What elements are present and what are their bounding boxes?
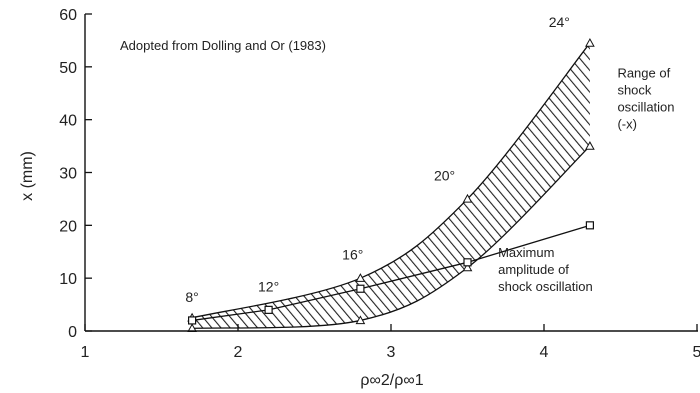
angle-label: 16°: [342, 247, 363, 263]
annotation-line: Range of: [617, 65, 670, 80]
annotation-line: shock oscillation: [498, 279, 593, 294]
annotation-line: Maximum: [498, 245, 554, 260]
y-tick-label-50: 50: [59, 60, 77, 77]
angle-label: 24°: [549, 14, 570, 30]
band-triangle-marker: [462, 193, 473, 203]
x-tick-label-1: 1: [81, 344, 90, 361]
angle-label: 20°: [434, 167, 455, 183]
x-tick-label-4: 4: [540, 344, 549, 361]
annotation-max-amplitude: Maximum amplitude of shock oscillation: [498, 245, 593, 294]
y-tick-label-30: 30: [59, 166, 77, 183]
y-tick-label-60: 60: [59, 7, 77, 24]
y-axis-label: x (mm): [19, 151, 36, 201]
data-point-max-amplitude: [463, 258, 472, 267]
data-point-max-amplitude: [585, 221, 595, 230]
series-layer: [188, 221, 595, 325]
range-band-layer: [187, 38, 595, 333]
data-point-max-amplitude: [264, 305, 273, 314]
annotation-line: (-x): [617, 116, 637, 131]
x-axis-label: ρ∞2/ρ∞1: [360, 372, 423, 389]
band-triangle-marker: [585, 141, 595, 150]
range-band-lower-curve: [192, 145, 591, 330]
source-note: Adopted from Dolling and Or (1983): [120, 38, 326, 53]
annotation-range: Range of shock oscillation (-x): [617, 65, 674, 131]
annotation-line: oscillation: [617, 99, 674, 114]
band-triangle-marker: [462, 262, 473, 272]
band-triangle-marker: [355, 315, 366, 325]
x-tick-label-3: 3: [387, 344, 396, 361]
x-tick-label-5: 5: [693, 344, 700, 361]
angle-label: 12°: [258, 278, 279, 294]
range-band-upper-curve: [191, 42, 591, 319]
annotation-line: shock: [617, 82, 651, 97]
y-tick-label-10: 10: [59, 271, 77, 288]
band-triangle-marker: [355, 273, 366, 282]
data-point-max-amplitude: [188, 316, 197, 325]
angle-label: 8°: [185, 289, 198, 305]
annotation-line: amplitude of: [498, 262, 569, 277]
labels-layer: 8° 12° 16° 20° 24° Range of shock oscillation (-…: [185, 14, 674, 305]
y-tick-label-20: 20: [59, 218, 77, 235]
y-tick-label-40: 40: [59, 113, 77, 130]
x-tick-label-2: 2: [234, 344, 243, 361]
band-triangle-marker: [585, 38, 595, 47]
range-band-fill: [192, 43, 590, 329]
data-point-max-amplitude: [356, 284, 365, 293]
y-tick-label-0: 0: [68, 324, 77, 341]
